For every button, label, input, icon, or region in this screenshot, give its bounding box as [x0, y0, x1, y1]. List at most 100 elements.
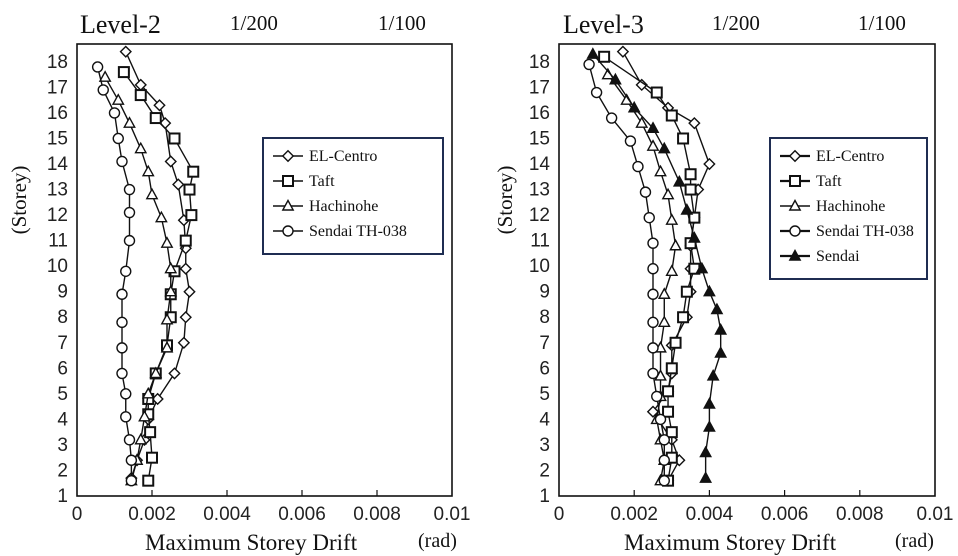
panel-1-data-point — [116, 367, 128, 380]
panel-2-x-axis-unit: (rad) — [895, 530, 934, 552]
panel-2-data-point — [703, 397, 716, 409]
panel-1-data-point — [117, 66, 130, 79]
panel-2-x-tick-label: 0.006 — [761, 504, 809, 525]
panel-1-legend-label: Hachinohe — [309, 198, 378, 215]
panel-1-y-tick-label: 2 — [57, 460, 68, 481]
panel-1-data-point — [144, 426, 157, 439]
panel-2-y-tick-label: 8 — [539, 307, 550, 328]
panel-1-data-point — [138, 409, 151, 422]
panel-1-y-tick-label: 16 — [47, 103, 68, 124]
panel-1-data-point — [123, 183, 136, 196]
panel-2-series-3 — [601, 67, 682, 486]
panel-2-data-point — [647, 237, 659, 249]
panel-1-legend-marker — [281, 149, 295, 163]
panel-2-y-tick-label: 11 — [530, 231, 550, 252]
panel-2-data-point — [714, 323, 728, 335]
panel-1-data-point — [179, 262, 192, 275]
panel-1-legend-label: EL-Centro — [309, 148, 377, 165]
panel-1-data-point — [183, 183, 196, 196]
panel-2-legend-label: EL-Centro — [816, 148, 884, 165]
panel-2-data-point — [657, 141, 671, 154]
panel-1-x-tick-label: 0.008 — [353, 504, 401, 525]
panel-1-legend-label: Taft — [309, 173, 335, 190]
panel-1-y-tick-label: 10 — [47, 256, 68, 277]
panel-2-data-point — [684, 168, 697, 181]
panel-1-data-point — [120, 411, 132, 423]
panel-2-series-5 — [586, 47, 728, 483]
panel-1-y-tick-label: 12 — [47, 205, 68, 226]
panel-1-y-tick-label: 6 — [57, 358, 68, 379]
panel-2-data-point — [647, 367, 659, 380]
panel-2-x-tick-label: 0.01 — [917, 504, 954, 525]
panel-2-data-point — [665, 426, 678, 439]
panel-2-y-tick-label: 13 — [529, 180, 550, 201]
panel-1-x-tick-label: 0.01 — [434, 504, 471, 525]
panel-2-data-point — [646, 121, 660, 133]
panel-1-data-point — [141, 164, 155, 177]
panel-1-data-point — [120, 388, 132, 400]
panel-2-data-point — [684, 183, 697, 196]
panel-1-data-point — [149, 366, 163, 379]
panel-2-legend-label: Sendai TH-038 — [816, 223, 914, 240]
panel-2-data-point — [703, 157, 716, 171]
panel-2-data-point — [635, 78, 648, 92]
panel-2-data-point — [646, 139, 660, 151]
panel-2-data-point — [632, 160, 644, 173]
panel-2-data-point — [665, 213, 679, 225]
panel-2-legend-marker — [788, 249, 802, 261]
panel-1-data-point — [172, 178, 185, 191]
panel-2-data-point — [647, 263, 659, 275]
panel-2-legend-label: Taft — [816, 173, 842, 190]
panel-2-data-point — [669, 336, 682, 349]
panel-1-plot-frame — [76, 43, 453, 497]
panel-1-series-1 — [119, 45, 196, 485]
panel-2-plot-frame — [558, 43, 936, 497]
panel-1-data-point — [164, 261, 178, 274]
panel-2-data-point — [699, 445, 713, 458]
panel-1-data-point — [164, 155, 177, 168]
panel-2-y-tick-label: 9 — [539, 282, 550, 303]
panel-1-x-tick-label: 0 — [72, 504, 83, 525]
panel-1-y-tick-label: 1 — [57, 486, 68, 507]
panel-1-y-tick-label: 8 — [57, 307, 68, 328]
panel-2-legend-marker — [789, 225, 801, 237]
panel-1-data-point — [116, 342, 128, 354]
panel-2-legend-label: Sendai — [816, 248, 860, 265]
panel-2-x-tick-label: 0.002 — [610, 504, 658, 525]
panel-2-y-tick-label: 17 — [529, 77, 550, 98]
panel-1-y-tick-label: 5 — [57, 384, 68, 405]
panel-1-legend-marker — [282, 225, 294, 237]
panel-2-drift-limit-2: 1/100 — [858, 11, 906, 35]
panel-2-data-point — [598, 50, 611, 63]
panel-1-y-axis-label: (Storey) — [7, 166, 31, 235]
panel-1-data-point — [168, 367, 181, 380]
panel-1-data-point — [134, 141, 148, 154]
panel-2-y-tick-label: 2 — [539, 460, 550, 481]
panel-1-data-point — [164, 284, 178, 297]
panel-2-x-axis-label: Maximum Storey Drift — [624, 530, 837, 555]
panel-2-data-point — [669, 238, 682, 251]
panel-1-data-point — [123, 116, 136, 128]
panel-2-data-point — [703, 420, 716, 432]
panel-1-data-point — [168, 132, 181, 145]
panel-1-drift-limit-1: 1/200 — [230, 11, 278, 35]
panel-1-data-point — [125, 474, 138, 487]
panel-2-y-tick-label: 10 — [529, 256, 550, 277]
panel-1-y-tick-label: 9 — [57, 282, 68, 303]
panel-2-y-tick-label: 14 — [529, 154, 551, 175]
panel-2-drift-limit-1: 1/200 — [712, 11, 760, 35]
panel-1-data-point — [146, 451, 158, 464]
panel-2-data-point — [688, 116, 701, 130]
panel-1-data-point — [98, 70, 112, 82]
panel-2-data-point — [609, 72, 622, 85]
panel-1-chart: Level-2 1/200 1/100 0 0.002 0.004 0.006 0.008 0.… — [7, 10, 470, 555]
panel-2-data-point — [662, 385, 675, 398]
panel-2-data-point — [699, 471, 713, 483]
panel-2-legend-label: Hachinohe — [816, 198, 885, 215]
panel-1-data-point — [112, 132, 124, 145]
panel-1-data-point — [183, 285, 196, 298]
panel-1-series-4 — [91, 61, 138, 487]
panel-1-x-axis-unit: (rad) — [418, 530, 457, 552]
panel-2-data-point — [590, 86, 603, 99]
panel-1-y-tick-label: 17 — [47, 77, 68, 98]
